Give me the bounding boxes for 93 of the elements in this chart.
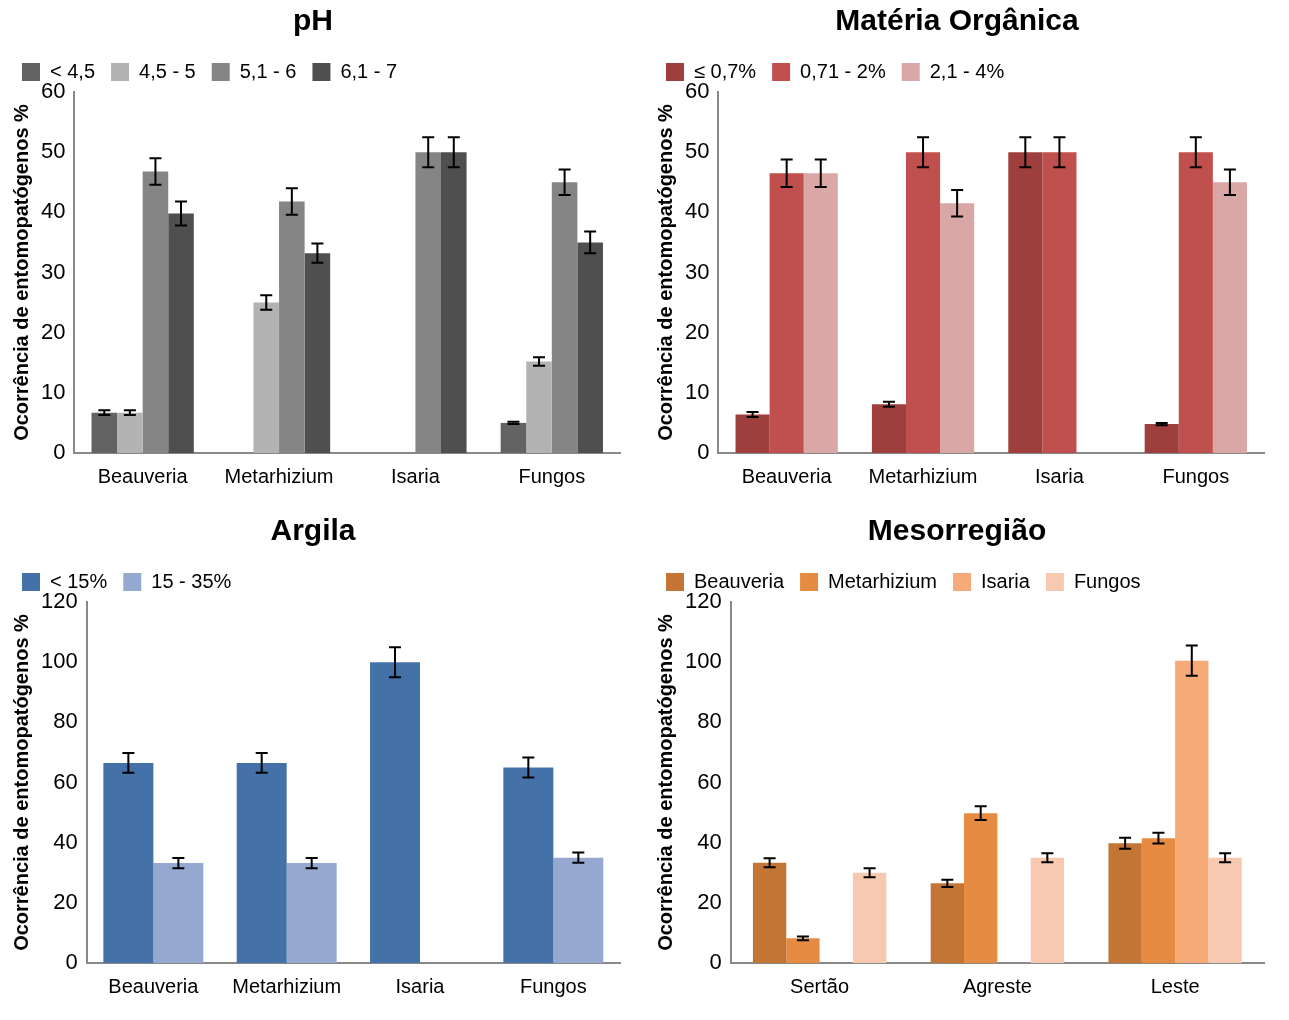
y-tick-label: 10 [684,378,710,404]
legend-label: Metarhizium [828,569,937,592]
bar [1212,182,1247,453]
y-tick-label: 100 [40,648,78,674]
x-tick-label: Beauveria [97,464,189,487]
bar [1108,843,1142,963]
bar [526,361,552,453]
bar [871,404,906,453]
bar [1175,660,1209,963]
bar [503,767,554,963]
bar [1178,152,1213,453]
y-tick-label: 0 [709,949,722,975]
y-tick-label: 80 [53,708,78,734]
x-tick-label: Metarhizium [868,464,978,487]
y-tick-label: 0 [65,949,78,975]
bar [1208,857,1242,963]
bar [906,152,941,453]
y-tick-label: 30 [40,258,66,284]
bar [500,422,527,453]
x-tick-label: Isaria [1034,464,1085,487]
x-tick-label: Fungos [519,974,587,997]
x-tick-label: Leste [1150,974,1200,997]
bar [577,242,603,453]
bar [286,863,337,963]
bar [153,863,204,963]
bar [117,412,143,453]
y-tick-label: 40 [684,198,710,224]
legend-label: Isaria [980,569,1031,592]
bar [168,213,194,453]
bar [752,862,787,963]
bar [253,302,280,453]
bar [769,173,804,453]
legend-label: 2,1 - 4% [929,59,1005,82]
legend-label: 6,1 - 7 [340,59,398,82]
y-tick-label: 40 [697,828,722,854]
y-tick-label: 0 [697,439,710,465]
x-tick-label: Fungos [518,464,586,487]
bar [786,938,820,963]
chart-title: Argila [270,513,356,547]
chart-title: pH [293,3,333,37]
y-axis-title: Ocorrência de entomopatógenos % [9,613,32,951]
legend-label: 5,1 - 6 [239,59,297,82]
y-tick-label: 80 [697,708,722,734]
y-tick-label: 40 [40,198,66,224]
bar [735,414,770,453]
legend-label: 4,5 - 5 [139,59,196,82]
bar [852,872,887,963]
bar [1030,857,1065,963]
y-tick-label: 40 [53,828,78,854]
bar [304,253,331,453]
bar [930,883,965,963]
y-tick-label: 100 [684,648,722,674]
y-tick-label: 0 [53,439,66,465]
x-tick-label: Beauveria [741,464,833,487]
y-tick-label: 60 [53,768,78,794]
bar [940,203,975,453]
bar [553,857,604,963]
bar [103,762,154,963]
x-tick-label: Isaria [390,464,441,487]
x-tick-label: Metarhizium [224,464,334,487]
x-tick-label: Beauveria [108,974,200,997]
y-tick-label: 60 [697,768,722,794]
bar [964,813,998,963]
x-tick-label: Isaria [395,974,446,997]
legend-label: 0,71 - 2% [800,59,886,82]
y-tick-label: 20 [697,888,722,914]
bar [803,173,838,453]
chart-title: Mesorregião [867,513,1047,547]
y-tick-label: 20 [53,888,78,914]
y-tick-label: 50 [684,138,710,164]
y-tick-label: 50 [40,138,66,164]
bar [1008,152,1043,453]
y-tick-label: 20 [40,318,66,344]
bar [1144,424,1179,453]
x-tick-label: Agreste [962,974,1032,997]
x-tick-label: Sertão [790,974,850,997]
y-tick-label: 10 [40,378,66,404]
y-axis-title: Ocorrência de entomopatógenos % [9,103,32,441]
chart-title: Matéria Orgânica [835,3,1080,37]
bar [1141,838,1176,963]
y-axis-title: Ocorrência de entomopatógenos % [653,103,676,441]
bar [91,412,118,453]
legend-label: Fungos [1073,569,1141,592]
y-tick-label: 20 [684,318,710,344]
bar [370,662,421,963]
x-tick-label: Fungos [1162,464,1230,487]
bar [441,152,467,453]
bar [236,762,287,963]
x-tick-label: Metarhizium [232,974,342,997]
bar [1042,152,1077,453]
y-tick-label: 30 [684,258,710,284]
y-axis-title: Ocorrência de entomopatógenos % [653,613,676,951]
legend-label: 15 - 35% [151,569,232,592]
